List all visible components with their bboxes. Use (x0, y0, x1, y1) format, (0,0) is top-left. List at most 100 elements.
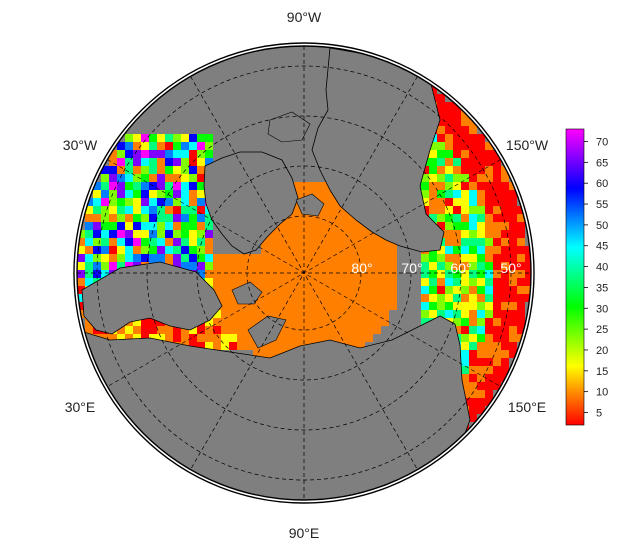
data-cell (525, 278, 531, 286)
data-cell (277, 310, 285, 318)
data-cell (285, 222, 293, 230)
data-cell (157, 254, 165, 262)
data-cell (365, 278, 373, 286)
data-cell (317, 310, 325, 318)
data-cell (301, 310, 309, 318)
data-cell (309, 334, 317, 342)
data-cell (469, 302, 477, 310)
data-cell (101, 230, 109, 238)
data-cell (509, 286, 517, 294)
data-cell (437, 270, 445, 278)
data-cell (501, 262, 509, 270)
data-cell (229, 318, 237, 326)
data-cell (165, 254, 173, 262)
data-cell (477, 238, 485, 246)
data-cell (493, 334, 501, 342)
data-cell (493, 182, 501, 190)
data-cell (357, 334, 365, 342)
data-cell (285, 254, 293, 262)
data-cell (509, 238, 517, 246)
data-cell (85, 214, 93, 222)
data-cell (469, 406, 477, 414)
data-cell (261, 278, 269, 286)
data-cell (493, 294, 501, 302)
data-cell (101, 214, 109, 222)
data-cell (269, 350, 277, 358)
data-cell (517, 246, 525, 254)
colorbar-tick-label: 45 (596, 241, 608, 253)
data-cell (237, 302, 245, 310)
data-cell (117, 206, 125, 214)
data-cell (517, 270, 525, 278)
data-cell (461, 358, 469, 366)
data-cell (253, 310, 261, 318)
data-cell (477, 174, 485, 182)
data-cell (445, 198, 453, 206)
data-cell (309, 190, 317, 198)
colorbar-tick-label: 25 (596, 324, 608, 336)
data-cell (429, 302, 437, 310)
data-cell (181, 238, 189, 246)
data-cell (333, 222, 341, 230)
data-cell (501, 222, 509, 230)
data-cell (461, 134, 469, 142)
data-cell (493, 230, 501, 238)
data-cell (293, 206, 301, 214)
data-cell (429, 206, 437, 214)
data-cell (501, 286, 509, 294)
data-cell (485, 142, 493, 150)
data-cell (469, 262, 477, 270)
data-cell (437, 198, 445, 206)
data-cell (277, 222, 285, 230)
data-cell (93, 190, 101, 198)
data-cell (333, 318, 341, 326)
data-cell (461, 270, 469, 278)
data-cell (493, 326, 501, 334)
data-cell (173, 190, 181, 198)
data-cell (485, 222, 493, 230)
data-cell (461, 118, 469, 126)
data-cell (165, 182, 173, 190)
data-cell (477, 230, 485, 238)
data-cell (429, 142, 437, 150)
data-cell (477, 254, 485, 262)
data-cell (509, 198, 517, 206)
data-cell (453, 254, 461, 262)
data-cell (197, 182, 205, 190)
data-cell (117, 142, 125, 150)
data-cell (357, 278, 365, 286)
data-cell (525, 246, 531, 254)
colorbar-tick-label: 30 (596, 303, 608, 315)
data-cell (125, 222, 133, 230)
data-cell (325, 246, 333, 254)
data-cell (485, 302, 493, 310)
data-cell (109, 230, 117, 238)
data-cell (461, 110, 469, 118)
data-cell (157, 158, 165, 166)
data-cell (453, 158, 461, 166)
data-cell (445, 286, 453, 294)
data-cell (229, 342, 237, 350)
data-cell (165, 222, 173, 230)
data-cell (301, 302, 309, 310)
data-cell (501, 302, 509, 310)
data-cell (509, 278, 517, 286)
data-cell (477, 334, 485, 342)
data-cell (221, 278, 229, 286)
data-cell (117, 150, 125, 158)
data-cell (101, 334, 109, 342)
data-cell (285, 326, 293, 334)
data-cell (341, 278, 349, 286)
data-cell (341, 246, 349, 254)
data-cell (317, 278, 325, 286)
data-cell (85, 206, 93, 214)
data-cell (477, 262, 485, 270)
data-cell (269, 262, 277, 270)
data-cell (165, 134, 173, 142)
data-cell (213, 326, 221, 334)
data-cell (501, 230, 509, 238)
data-cell (237, 310, 245, 318)
north-america-landmass (311, 47, 445, 253)
data-cell (205, 262, 213, 270)
data-cell (173, 262, 181, 270)
